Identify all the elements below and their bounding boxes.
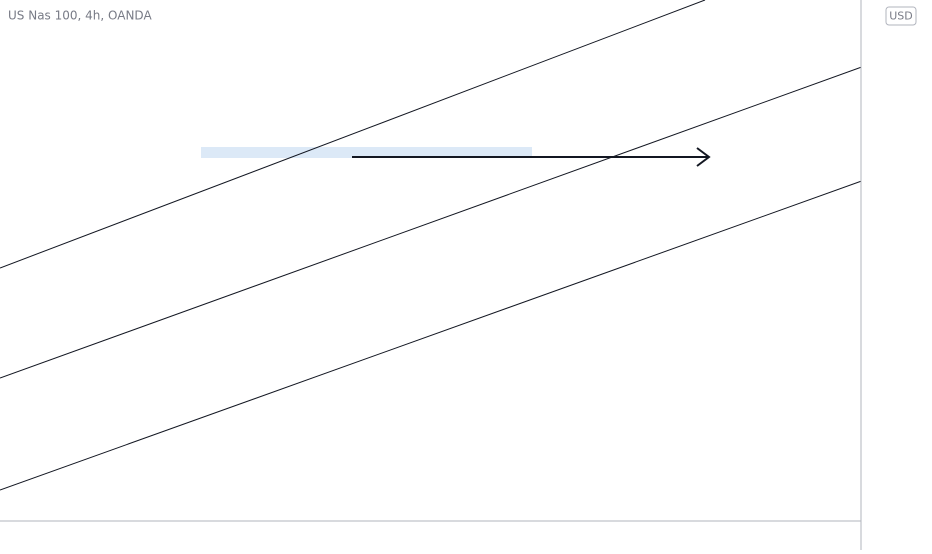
channel-top	[0, 0, 706, 269]
price-axis	[861, 0, 932, 550]
currency: USD	[889, 10, 913, 23]
channel-middle	[0, 63, 871, 379]
arrow-head	[696, 147, 711, 167]
chart-title: US Nas 100, 4h, OANDA	[8, 9, 152, 23]
highlight-zone	[201, 147, 532, 158]
channel-bottom	[0, 177, 871, 491]
currency-box	[885, 6, 917, 26]
